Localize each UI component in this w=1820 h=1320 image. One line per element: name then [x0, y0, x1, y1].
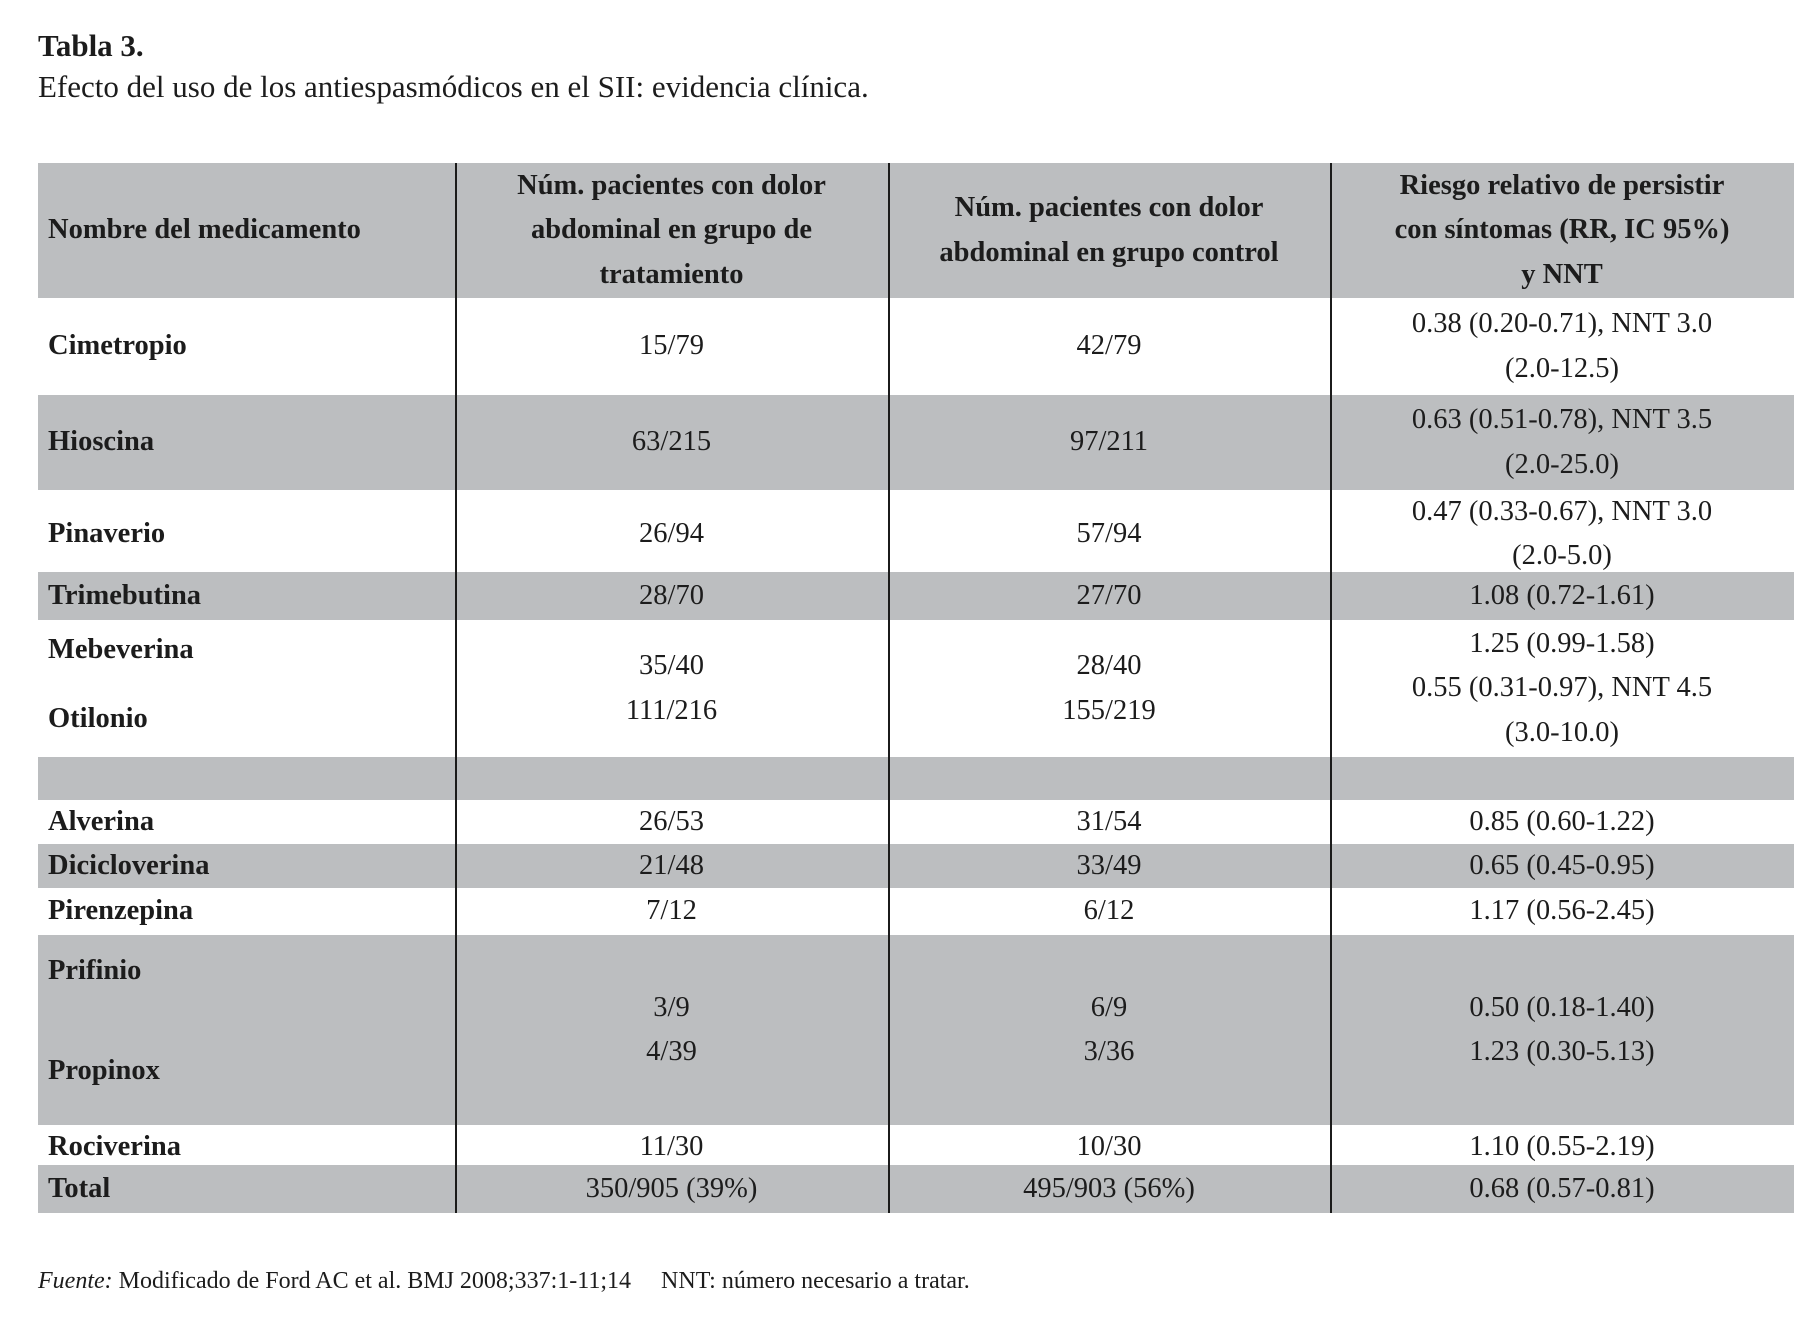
- treatment-cell: 35/40 111/216: [625, 650, 718, 726]
- drug-name-cell: Cimetropio: [48, 330, 187, 362]
- control-cell: 6/9 3/36: [1083, 991, 1135, 1067]
- control-cell: [888, 757, 1330, 800]
- control-cell: 28/40 155/219: [1062, 650, 1156, 726]
- rr-cell: 0.63 (0.51-0.78), NNT 3.5 (2.0-25.0): [1411, 404, 1713, 480]
- rr-cell: 0.65 (0.45-0.95): [1469, 850, 1655, 881]
- rr-cell: 1.17 (0.56-2.45): [1469, 895, 1655, 927]
- column-divider: [455, 163, 457, 1213]
- treatment-cell: 11/30: [639, 1131, 704, 1162]
- rr-cell: [1330, 757, 1794, 800]
- rr-cell: 0.50 (0.18-1.40) 1.23 (0.30-5.13): [1469, 991, 1655, 1067]
- empty-row: [38, 757, 1794, 800]
- control-cell: 33/49: [1076, 850, 1142, 881]
- clinical-evidence-table: Nombre del medicamento Núm. pacientes co…: [38, 163, 1794, 1213]
- header-relative-risk: Riesgo relativo de persistir con síntoma…: [1394, 170, 1730, 290]
- treatment-cell: 63/215: [631, 426, 712, 458]
- table-number: Tabla 3.: [38, 28, 144, 63]
- drug-name-top: Mebeverina: [48, 634, 194, 665]
- total-label-cell: Total: [48, 1172, 111, 1204]
- drug-name-cell: Alverina: [48, 806, 155, 837]
- drug-name-cell: Rociverina: [48, 1131, 181, 1162]
- rr-cell: 0.85 (0.60-1.22): [1469, 806, 1655, 837]
- table-row: Dicicloverina 21/48 33/49 0.65 (0.45-0.9…: [38, 844, 1794, 888]
- treatment-cell: 7/12: [646, 895, 697, 927]
- treatment-cell: 350/905 (39%): [585, 1172, 758, 1204]
- drug-name-top: Prifinio: [48, 955, 142, 986]
- rr-cell: 1.25 (0.99-1.58) 0.55 (0.31-0.97), NNT 4…: [1411, 628, 1713, 748]
- drug-name-bottom: Propinox: [48, 1055, 160, 1087]
- table-row: Trimebutina 28/70 27/70 1.08 (0.72-1.61): [38, 572, 1794, 620]
- drug-name-cell: Pirenzepina: [48, 895, 194, 927]
- control-cell: 57/94: [1076, 518, 1142, 550]
- drug-name-cell: Dicicloverina: [48, 850, 210, 881]
- column-divider: [888, 163, 890, 1213]
- column-divider: [1330, 163, 1332, 1213]
- control-cell: 27/70: [1076, 579, 1142, 611]
- table-row: Mebeverina Otilonio 35/40 111/216 28/40 …: [38, 620, 1794, 757]
- header-treatment-group: Núm. pacientes con dolor abdominal en gr…: [517, 170, 826, 290]
- control-cell: 495/903 (56%): [1023, 1172, 1195, 1204]
- control-cell: 42/79: [1076, 330, 1142, 362]
- rr-cell: 1.08 (0.72-1.61): [1469, 579, 1655, 611]
- table-caption: Tabla 3. Efecto del uso de los antiespas…: [38, 26, 869, 108]
- total-row: Total 350/905 (39%) 495/903 (56%) 0.68 (…: [38, 1165, 1794, 1213]
- table-row: Pinaverio 26/94 57/94 0.47 (0.33-0.67), …: [38, 490, 1794, 572]
- control-cell: 6/12: [1083, 895, 1135, 927]
- drug-name-bottom: Otilonio: [48, 702, 148, 734]
- treatment-cell: [455, 757, 888, 800]
- table-row: Prifinio Propinox 3/9 4/39 6/9 3/36 0.50…: [38, 935, 1794, 1125]
- drug-name-cell: Hioscina: [48, 426, 155, 458]
- table-row: Pirenzepina 7/12 6/12 1.17 (0.56-2.45): [38, 888, 1794, 935]
- treatment-cell: 3/9 4/39: [646, 991, 697, 1067]
- treatment-cell: 21/48: [639, 850, 704, 881]
- header-control-group: Núm. pacientes con dolor abdominal en gr…: [939, 192, 1279, 268]
- treatment-cell: 28/70: [639, 579, 704, 611]
- source-text: Modificado de Ford AC et al. BMJ 2008;33…: [112, 1268, 632, 1294]
- table-header-row: Nombre del medicamento Núm. pacientes co…: [38, 163, 1794, 298]
- table-row: Rociverina 11/30 10/30 1.10 (0.55-2.19): [38, 1125, 1794, 1165]
- treatment-cell: 26/53: [639, 806, 704, 837]
- source-label: Fuente:: [38, 1268, 113, 1294]
- drug-name-cell: Trimebutina: [48, 579, 202, 611]
- control-cell: 97/211: [1069, 426, 1149, 458]
- drug-name-cell: Mebeverina Otilonio: [38, 620, 455, 757]
- rr-cell: 0.38 (0.20-0.71), NNT 3.0 (2.0-12.5): [1411, 308, 1713, 384]
- table-row: Cimetropio 15/79 42/79 0.38 (0.20-0.71),…: [38, 298, 1794, 395]
- table-row: Alverina 26/53 31/54 0.85 (0.60-1.22): [38, 800, 1794, 844]
- header-drug-name: Nombre del medicamento: [48, 214, 361, 246]
- rr-cell: 0.47 (0.33-0.67), NNT 3.0 (2.0-5.0): [1411, 496, 1713, 572]
- drug-name-cell: Pinaverio: [48, 518, 166, 550]
- table-row: Hioscina 63/215 97/211 0.63 (0.51-0.78),…: [38, 395, 1794, 490]
- treatment-cell: 15/79: [639, 330, 704, 362]
- table-footnote: Fuente: Modificado de Ford AC et al. BMJ…: [38, 1268, 970, 1295]
- rr-cell: 0.68 (0.57-0.81): [1469, 1172, 1655, 1204]
- control-cell: 31/54: [1076, 806, 1142, 837]
- drug-name-cell: Prifinio Propinox: [38, 935, 455, 1125]
- control-cell: 10/30: [1076, 1131, 1142, 1162]
- table-title: Efecto del uso de los antiespasmódicos e…: [38, 69, 869, 105]
- drug-name-cell: [38, 757, 455, 800]
- treatment-cell: 26/94: [639, 518, 704, 550]
- nnt-definition: NNT: número necesario a tratar.: [661, 1268, 970, 1294]
- rr-cell: 1.10 (0.55-2.19): [1469, 1131, 1655, 1162]
